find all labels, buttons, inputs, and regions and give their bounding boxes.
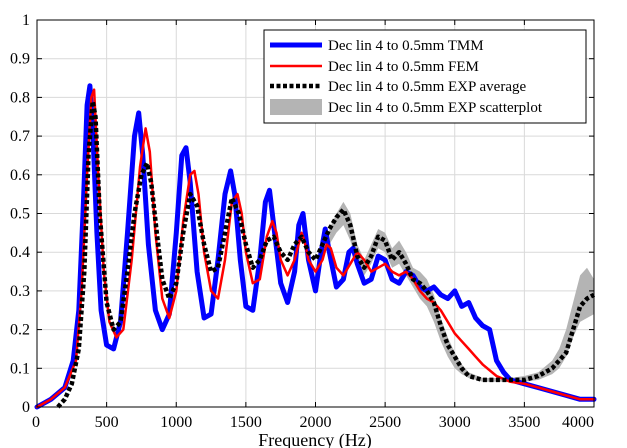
- legend-label: Dec lin 4 to 0.5mm EXP scatterplot: [328, 100, 543, 116]
- y-tick-label: 0.4: [10, 244, 30, 261]
- y-tick-label: 0.1: [10, 360, 30, 377]
- legend-label: Dec lin 4 to 0.5mm EXP average: [328, 79, 526, 95]
- x-tick-label: 4000: [562, 414, 594, 431]
- y-tick-label: 0.2: [10, 322, 30, 339]
- x-tick-label: 3000: [439, 414, 471, 431]
- y-tick-label: 0.3: [10, 283, 30, 300]
- x-tick-label: 1000: [160, 414, 192, 431]
- legend: Dec lin 4 to 0.5mm TMM Dec lin 4 to 0.5mm…: [263, 29, 587, 124]
- legend-label: Dec lin 4 to 0.5mm FEM: [328, 59, 479, 75]
- y-tick-label: 1: [22, 12, 30, 29]
- x-tick-label: 2500: [369, 414, 401, 431]
- x-tick-label: 3500: [508, 414, 540, 431]
- y-tick-label: 0.5: [10, 206, 30, 223]
- y-tick-label: 0.6: [10, 167, 30, 184]
- tick-labels: 0 500 1000 1500 2000 2500 3000 3500 4000 0 0.1 0.2 0…: [10, 12, 594, 431]
- y-tick-label: 0: [22, 399, 30, 416]
- legend-label: Dec lin 4 to 0.5mm TMM: [328, 38, 484, 54]
- y-tick-label: 0.8: [10, 89, 30, 106]
- x-tick-label: 500: [95, 414, 119, 431]
- series-exp-scatterplot-band: [329, 201, 594, 382]
- series-line-solid-thick: [34, 83, 597, 410]
- x-tick-label: 2000: [300, 414, 332, 431]
- legend-swatch: [270, 99, 322, 115]
- line-layer: [34, 83, 597, 410]
- band-layer: [329, 201, 594, 382]
- x-axis-label: Frequency (Hz): [258, 430, 371, 448]
- y-tick-label: 0.9: [10, 51, 30, 68]
- series-line-solid: [35, 88, 596, 409]
- legend-items: Dec lin 4 to 0.5mm TMM Dec lin 4 to 0.5mm…: [270, 38, 543, 116]
- ticks: [36, 19, 595, 408]
- x-tick-label: 1500: [230, 414, 262, 431]
- series-line-dotted-thick: [56, 99, 596, 409]
- x-tick-label: 0: [32, 414, 40, 431]
- y-tick-label: 0.7: [10, 128, 30, 145]
